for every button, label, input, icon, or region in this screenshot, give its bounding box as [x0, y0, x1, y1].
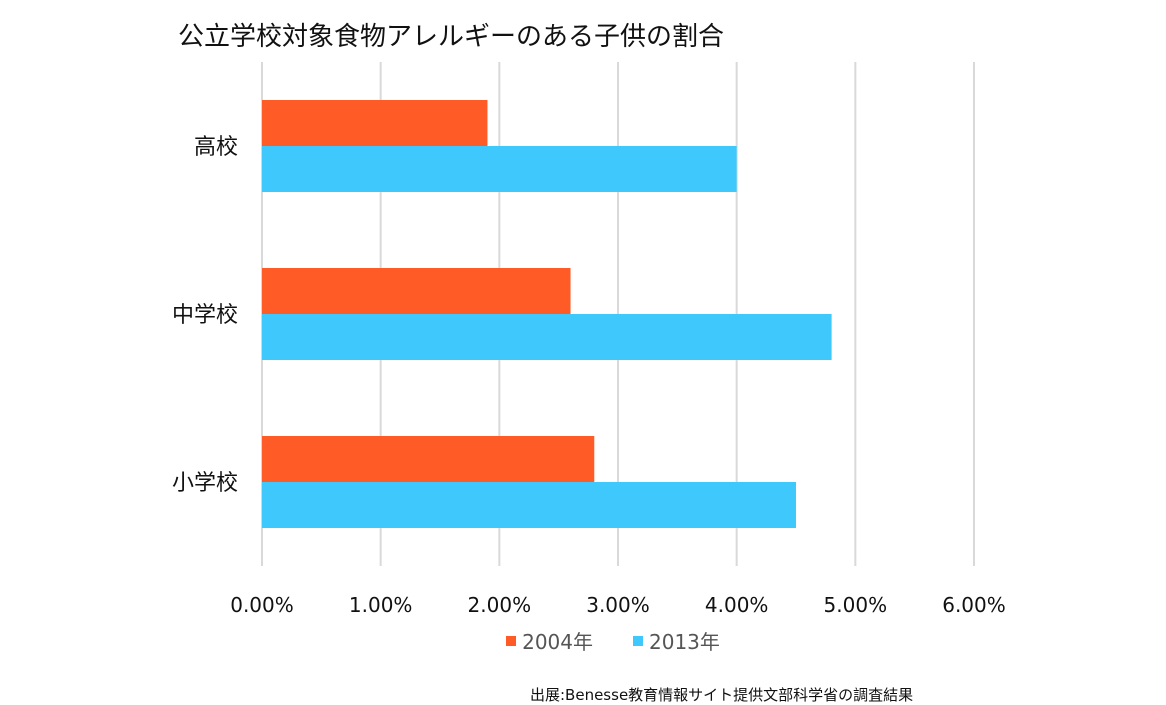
bar-2004-0: [262, 100, 488, 146]
y-category-label: 中学校: [172, 303, 238, 328]
x-tick-label: 1.00%: [349, 593, 413, 617]
chart-legend: 2004年 2013年: [0, 626, 1166, 655]
y-category-label: 高校: [194, 135, 238, 160]
legend-item-2004: 2004年: [506, 626, 593, 655]
x-tick-label: 0.00%: [230, 593, 294, 617]
x-tick-label: 5.00%: [824, 593, 888, 617]
bar-2004-2: [262, 436, 595, 482]
x-tick-label: 4.00%: [705, 593, 769, 617]
legend-swatch-2013: [633, 635, 643, 646]
legend-item-2013: 2013年: [633, 626, 720, 655]
chart-title: 公立学校対象食物アレルギーのある子供の割合: [178, 22, 725, 52]
source-note: 出展:Benesse教育情報サイト提供文部科学省の調査結果: [530, 686, 914, 704]
x-tick-label: 2.00%: [468, 593, 532, 617]
legend-swatch-2004: [506, 635, 517, 646]
bar-2013-2: [262, 482, 796, 528]
legend-label-2013: 2013年: [649, 630, 720, 654]
y-category-label: 小学校: [172, 471, 238, 496]
bar-2004-1: [262, 268, 571, 314]
bar-2013-1: [262, 314, 832, 360]
x-tick-label: 6.00%: [942, 593, 1006, 617]
bar-2013-0: [262, 146, 737, 192]
x-tick-label: 3.00%: [586, 593, 650, 617]
legend-label-2004: 2004年: [522, 630, 593, 654]
